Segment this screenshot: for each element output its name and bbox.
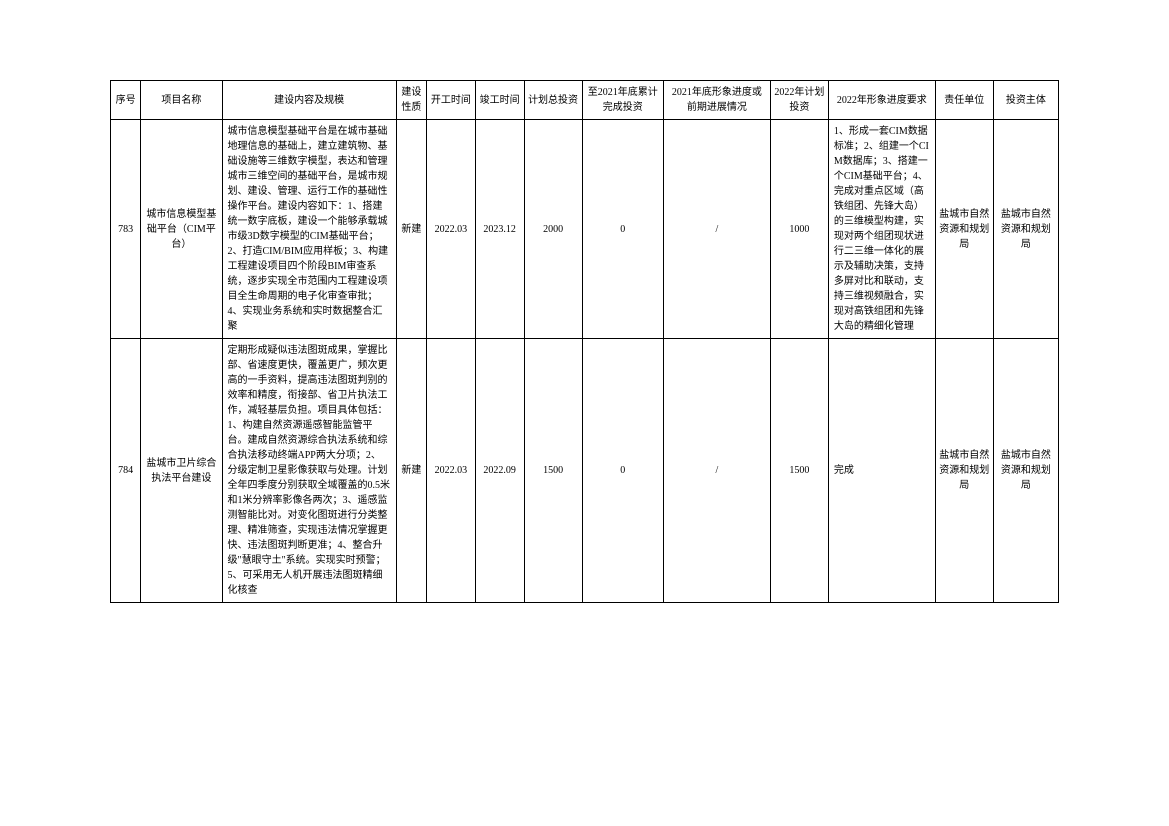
cell-requirement: 1、形成一套CIM数据标准；2、组建一个CIM数据库；3、搭建一个CIM基础平台…	[828, 120, 935, 339]
header-progress: 2021年底形象进度或前期进展情况	[663, 81, 770, 120]
cell-end: 2023.12	[475, 120, 524, 339]
cell-content: 定期形成疑似违法图斑成果，掌握比部、省速度更快，覆盖更广，频次更高的一手资料，提…	[222, 339, 396, 603]
header-total-inv: 计划总投资	[524, 81, 582, 120]
header-nature: 建设性质	[396, 81, 426, 120]
cell-name: 城市信息模型基础平台（CIM平台）	[141, 120, 222, 339]
cell-investor: 盐城市自然资源和规划局	[993, 120, 1058, 339]
cell-start: 2022.03	[426, 120, 475, 339]
cell-end: 2022.09	[475, 339, 524, 603]
cell-progress: /	[663, 120, 770, 339]
header-start: 开工时间	[426, 81, 475, 120]
header-investor: 投资主体	[993, 81, 1058, 120]
cell-total-inv: 1500	[524, 339, 582, 603]
table-row: 783 城市信息模型基础平台（CIM平台） 城市信息模型基础平台是在城市基础地理…	[111, 120, 1059, 339]
header-resp: 责任单位	[935, 81, 993, 120]
cell-progress: /	[663, 339, 770, 603]
header-requirement: 2022年形象进度要求	[828, 81, 935, 120]
cell-seq: 784	[111, 339, 141, 603]
header-content: 建设内容及规模	[222, 81, 396, 120]
cell-total-inv: 2000	[524, 120, 582, 339]
cell-nature: 新建	[396, 120, 426, 339]
header-end: 竣工时间	[475, 81, 524, 120]
project-table: 序号 项目名称 建设内容及规模 建设性质 开工时间 竣工时间 计划总投资 至20…	[110, 80, 1059, 603]
cell-requirement: 完成	[828, 339, 935, 603]
cell-completed: 0	[582, 120, 663, 339]
cell-completed: 0	[582, 339, 663, 603]
cell-nature: 新建	[396, 339, 426, 603]
cell-seq: 783	[111, 120, 141, 339]
cell-resp: 盐城市自然资源和规划局	[935, 120, 993, 339]
cell-start: 2022.03	[426, 339, 475, 603]
cell-resp: 盐城市自然资源和规划局	[935, 339, 993, 603]
cell-name: 盐城市卫片综合执法平台建设	[141, 339, 222, 603]
cell-plan-inv: 1500	[770, 339, 828, 603]
header-completed: 至2021年底累计完成投资	[582, 81, 663, 120]
table-row: 784 盐城市卫片综合执法平台建设 定期形成疑似违法图斑成果，掌握比部、省速度更…	[111, 339, 1059, 603]
cell-investor: 盐城市自然资源和规划局	[993, 339, 1058, 603]
header-seq: 序号	[111, 81, 141, 120]
cell-content: 城市信息模型基础平台是在城市基础地理信息的基础上，建立建筑物、基础设施等三维数字…	[222, 120, 396, 339]
header-plan-inv: 2022年计划投资	[770, 81, 828, 120]
header-row: 序号 项目名称 建设内容及规模 建设性质 开工时间 竣工时间 计划总投资 至20…	[111, 81, 1059, 120]
header-name: 项目名称	[141, 81, 222, 120]
cell-plan-inv: 1000	[770, 120, 828, 339]
